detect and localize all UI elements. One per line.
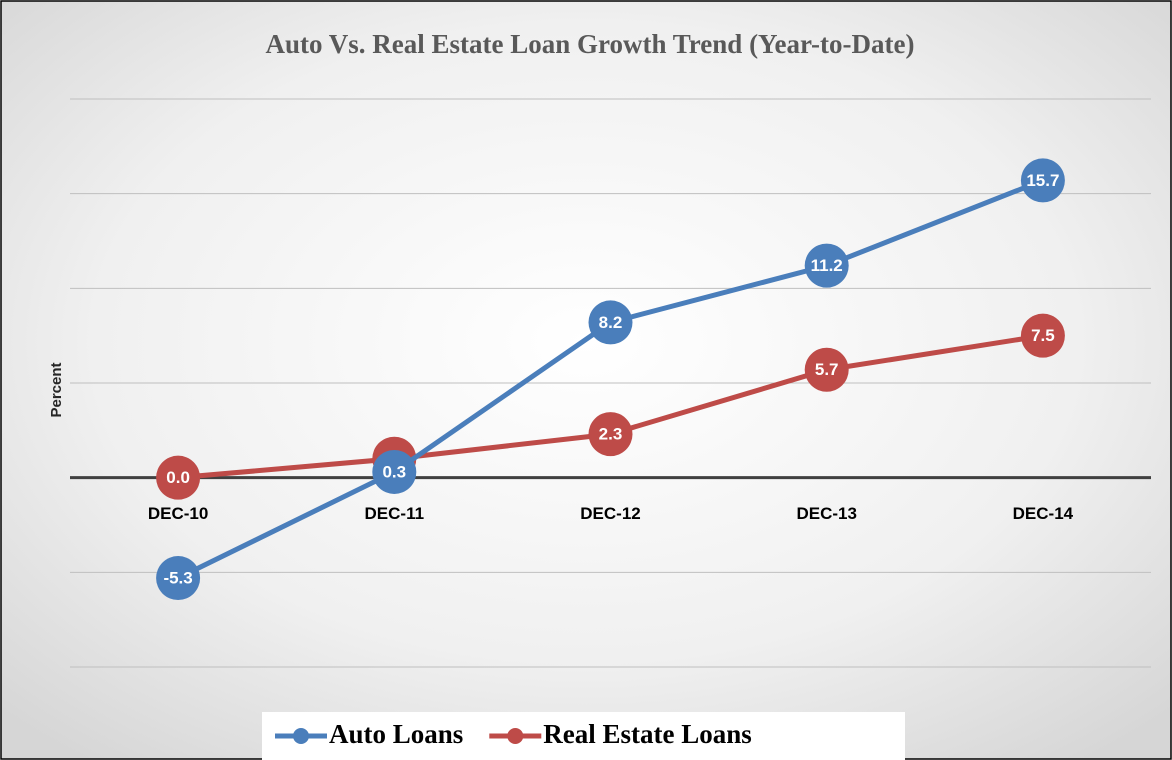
legend-marker (293, 728, 309, 744)
data-point (1020, 313, 1065, 358)
data-point (156, 556, 201, 601)
data-label: 15.7 (1026, 171, 1059, 190)
data-label: 0.3 (382, 462, 406, 481)
chart-title: Auto Vs. Real Estate Loan Growth Trend (… (266, 29, 915, 59)
data-point (588, 300, 633, 345)
x-tick-label: DEC-10 (148, 504, 208, 523)
legend-label: Auto Loans (329, 719, 463, 749)
data-point (372, 449, 417, 494)
data-label: 0.0 (166, 468, 190, 487)
x-tick-label: DEC-14 (1013, 504, 1074, 523)
data-label: 2.3 (599, 425, 623, 444)
x-tick-label: DEC-11 (365, 504, 425, 523)
data-label: 11.2 (811, 256, 843, 275)
legend-marker (507, 728, 524, 744)
x-tick-label: DEC-12 (580, 504, 640, 523)
data-point (804, 347, 849, 392)
data-label: -5.3 (163, 568, 192, 587)
data-point (156, 455, 201, 500)
data-point (1020, 158, 1065, 203)
y-axis-label: Percent (48, 362, 65, 417)
data-label: 5.7 (815, 360, 839, 379)
data-label: 7.5 (1031, 326, 1055, 345)
data-point (588, 412, 633, 457)
legend-box (262, 712, 905, 760)
data-label: 8.2 (599, 313, 623, 332)
x-tick-label: DEC-13 (796, 504, 856, 523)
legend-label: Real Estate Loans (543, 719, 752, 749)
data-point (804, 243, 849, 288)
